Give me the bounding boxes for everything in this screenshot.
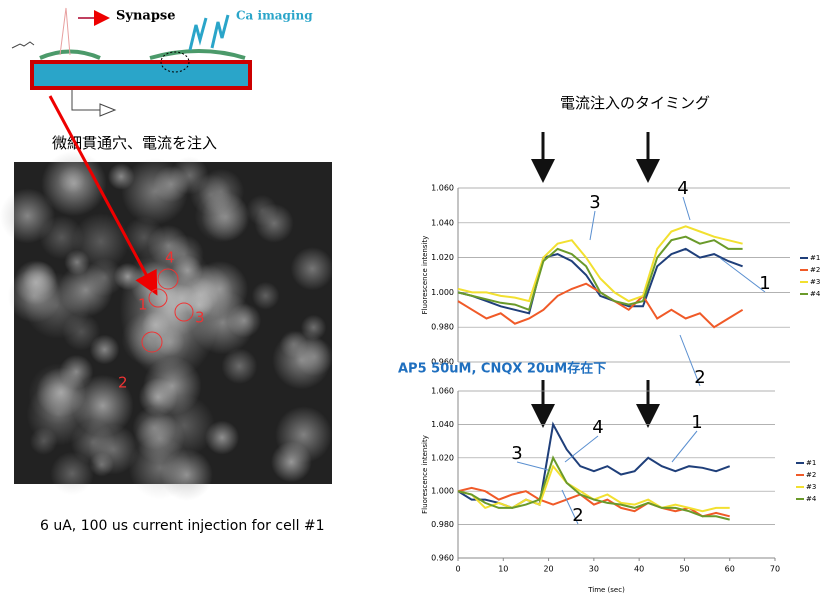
x-tick-label: 60: [725, 565, 735, 574]
legend-label: #3: [806, 483, 816, 491]
annotation: 3: [511, 443, 522, 464]
x-tick-label: 20: [543, 565, 553, 574]
micrograph: 1 2 3 4 6 uA, 100 us current injection f…: [0, 96, 334, 534]
chart-title: AP5 50uM, CNQX 20uM存在下: [398, 361, 606, 377]
imaging-label: Ca imaging: [236, 9, 313, 23]
blob: [36, 367, 86, 417]
x-tick-label: 10: [498, 565, 508, 574]
legend-label: #2: [810, 266, 820, 274]
blob: [88, 424, 138, 474]
y-tick-label: 0.980: [431, 323, 454, 332]
annotation-arrow: [672, 431, 697, 462]
y-tick-label: 1.020: [431, 453, 454, 462]
annotation: 1: [759, 273, 770, 294]
caption: 6 uA, 100 us current injection for cell …: [40, 518, 325, 534]
amplifier: [72, 90, 115, 116]
electrode: [12, 42, 34, 48]
blob: [252, 282, 280, 310]
blob: [195, 189, 249, 243]
blob: [291, 247, 334, 290]
blob: [85, 258, 123, 296]
x-tick-label: 50: [679, 565, 689, 574]
legend-label: #3: [810, 278, 820, 286]
series-line: [458, 226, 743, 301]
blob: [58, 166, 86, 194]
ca-flash: [190, 15, 228, 50]
blob: [30, 427, 58, 455]
y-tick-label: 0.960: [431, 554, 454, 563]
blob: [254, 204, 293, 243]
legend-label: #1: [810, 254, 820, 262]
cell-label: 4: [165, 249, 175, 267]
y-tick-label: 0.980: [431, 520, 454, 529]
slide: Synapse Ca imaging 微細貫通穴、電流を注入 1 2 3 4 6…: [0, 0, 833, 596]
blob: [227, 303, 261, 337]
timing-label: 電流注入のタイミング: [560, 94, 710, 112]
spike: [60, 8, 70, 55]
x-tick-label: 0: [455, 565, 460, 574]
channel: [34, 64, 248, 86]
y-tick-label: 1.040: [431, 218, 454, 227]
schematic: Synapse Ca imaging 微細貫通穴、電流を注入: [12, 8, 313, 152]
blob: [0, 188, 55, 243]
y-tick-label: 1.060: [431, 184, 454, 193]
cell-label: 3: [195, 309, 205, 327]
blob: [161, 449, 213, 501]
annotation: 4: [592, 417, 603, 438]
blob: [90, 335, 120, 365]
blob: [108, 163, 135, 190]
blob: [14, 260, 59, 305]
y-axis-label: Fluorescence intensity: [421, 435, 429, 514]
legend-label: #4: [810, 290, 821, 298]
x-tick-label: 30: [589, 565, 599, 574]
x-tick-label: 40: [634, 565, 644, 574]
series-line: [458, 237, 743, 310]
y-tick-label: 1.000: [431, 487, 454, 496]
cell-label: 1: [138, 296, 148, 314]
y-tick-label: 1.020: [431, 253, 454, 262]
annotation-arrow: [720, 258, 765, 292]
x-tick-label: 70: [770, 565, 780, 574]
annotation: 3: [589, 192, 600, 213]
y-axis-label: Fluorescence intensity: [421, 236, 429, 315]
blob: [64, 250, 89, 275]
synapse-label: Synapse: [116, 9, 176, 24]
annotation: 4: [677, 178, 688, 199]
annotation-arrow: [590, 211, 595, 240]
legend-label: #2: [806, 471, 816, 479]
annotation: 2: [694, 367, 705, 388]
x-axis-label: Time (sec): [587, 586, 625, 594]
legend-label: #1: [806, 459, 816, 467]
y-tick-label: 1.000: [431, 288, 454, 297]
annotation-arrow: [683, 197, 690, 220]
legend-label: #4: [806, 495, 817, 503]
blob: [271, 441, 312, 482]
y-tick-label: 1.060: [431, 387, 454, 396]
cells: [40, 51, 245, 58]
cell-label: 2: [118, 374, 128, 392]
blob: [295, 338, 334, 377]
y-tick-label: 1.040: [431, 420, 454, 429]
annotation: 1: [691, 412, 702, 433]
annotation: 2: [572, 505, 583, 526]
figure: Synapse Ca imaging 微細貫通穴、電流を注入 1 2 3 4 6…: [0, 0, 833, 596]
